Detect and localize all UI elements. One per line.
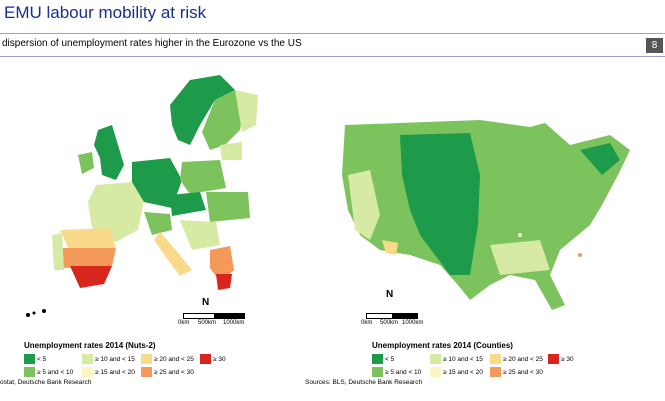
region-us-south — [490, 240, 550, 275]
region-greece — [210, 246, 234, 282]
us-scale-label-500: 500km — [380, 320, 399, 326]
region-france — [88, 182, 144, 242]
region-island-2 — [32, 311, 36, 315]
subtitle-bar — [0, 33, 665, 57]
us-scale-label-0: 0km — [361, 320, 373, 326]
europe-source-note: ostat, Deutsche Bank Research — [0, 379, 92, 386]
region-hungary-romania — [206, 192, 250, 222]
us-legend-20to25: ≥ 20 and < 25 — [490, 354, 543, 364]
region-us-hotspot-2 — [518, 233, 522, 237]
region-us-ca-south — [382, 240, 398, 255]
us-scale-label-1000: 1000km — [402, 320, 424, 326]
us-legend-10to15: ≥ 10 and < 15 — [430, 354, 483, 364]
us-legend-title: Unemployment rates 2014 (Counties) — [372, 341, 513, 350]
slide-title: EMU labour mobility at risk — [4, 3, 207, 22]
europe-scale-label-500: 500km — [198, 320, 217, 326]
europe-scale-bar — [183, 313, 245, 319]
region-sweden-finland — [202, 90, 245, 150]
region-italy-north — [144, 212, 172, 235]
europe-legend-15to20: ≥ 15 and < 20 — [82, 367, 135, 377]
us-legend-15to20: ≥ 15 and < 20 — [430, 367, 483, 377]
region-baltics — [220, 142, 242, 160]
us-legend-lt5: < 5 — [372, 354, 394, 364]
region-uk — [94, 125, 124, 180]
region-us-plains — [400, 133, 480, 275]
us-legend-5to10: ≥ 5 and < 10 — [372, 367, 421, 377]
europe-legend-lt5: < 5 — [24, 354, 46, 364]
us-legend-25to30: ≥ 25 and < 30 — [490, 367, 543, 377]
region-finland — [235, 90, 258, 132]
europe-legend-title: Unemployment rates 2014 (Nuts-2) — [24, 341, 156, 350]
region-iberia-north — [60, 228, 116, 252]
region-iberia-south — [70, 266, 112, 288]
europe-north-arrow-icon: N — [202, 297, 210, 308]
us-north-arrow-icon: N — [386, 289, 394, 300]
europe-scale-label-1000: 1000km — [223, 320, 245, 326]
europe-legend-20to25: ≥ 20 and < 25 — [141, 354, 194, 364]
page-number-badge: 8 — [646, 38, 663, 53]
europe-scale-label-0: 0km — [178, 320, 190, 326]
region-us-northeast — [580, 143, 620, 175]
region-balkans — [180, 220, 220, 250]
region-austria-czech — [170, 192, 206, 216]
region-iberia-mid — [60, 248, 116, 268]
region-italy-south — [154, 232, 192, 276]
us-scale-bar — [366, 313, 418, 319]
region-greece-south — [216, 274, 232, 290]
region-poland — [180, 160, 226, 194]
europe-unemployment-map — [26, 75, 258, 317]
region-norway — [170, 75, 235, 145]
region-island-1 — [26, 313, 30, 317]
region-us-hotspot-1 — [578, 253, 582, 257]
europe-legend-ge30: ≥ 30 — [200, 354, 226, 364]
slide-subtitle: dispersion of unemployment rates higher … — [2, 38, 302, 49]
europe-legend-10to15: ≥ 10 and < 15 — [82, 354, 135, 364]
europe-legend-5to10: ≥ 5 and < 10 — [24, 367, 73, 377]
region-ireland — [78, 152, 94, 174]
region-us-west — [348, 170, 380, 240]
region-benelux-germany — [132, 158, 182, 208]
europe-legend-25to30: ≥ 25 and < 30 — [141, 367, 194, 377]
region-portugal — [52, 233, 64, 270]
us-legend-ge30: ≥ 30 — [548, 354, 574, 364]
us-unemployment-map — [342, 120, 630, 310]
us-source-note: Sources: BLS, Deutsche Bank Research — [305, 379, 423, 386]
region-island-3 — [42, 309, 46, 313]
